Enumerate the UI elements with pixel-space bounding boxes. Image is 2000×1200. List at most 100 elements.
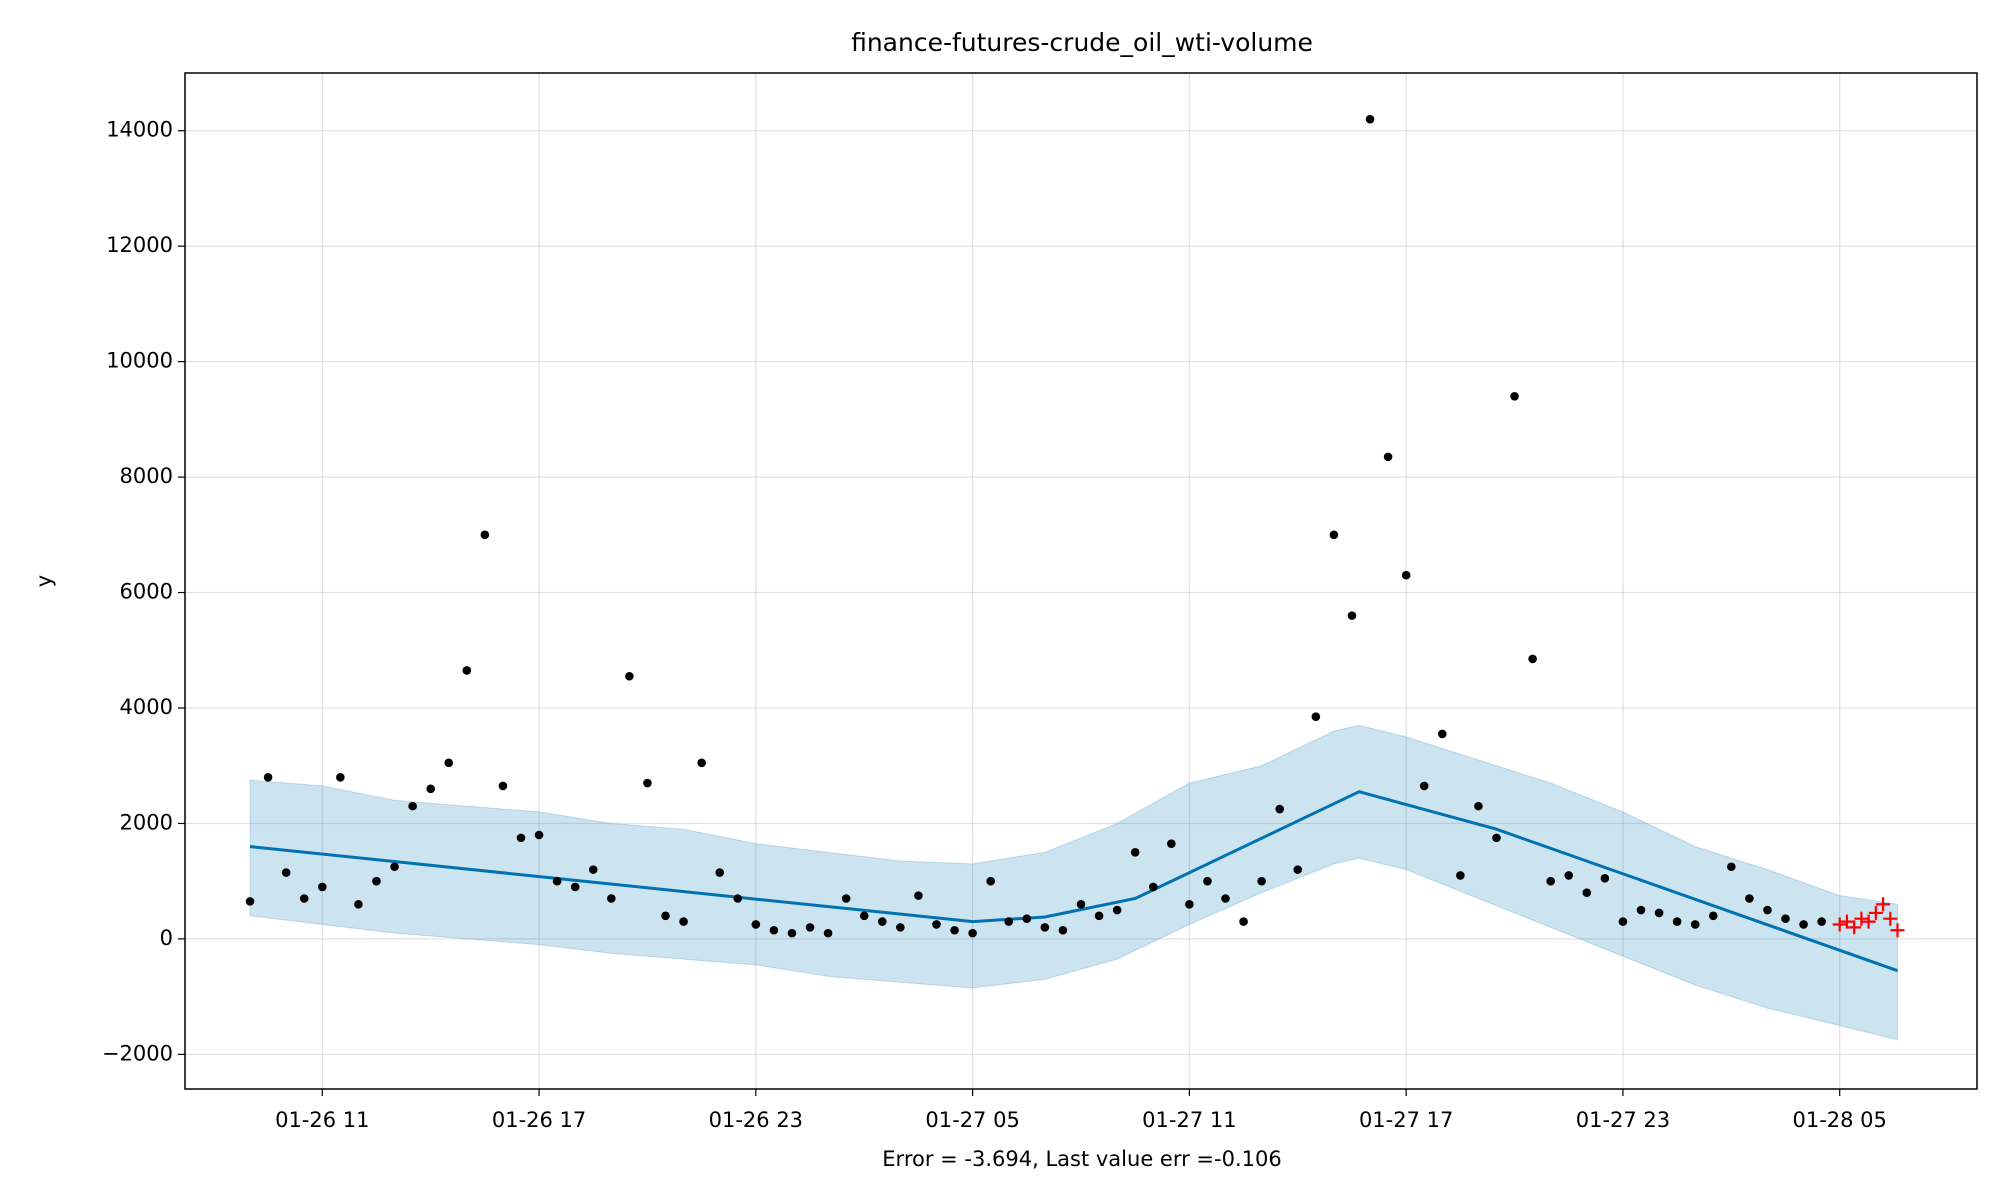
data-point — [805, 923, 815, 932]
data-point — [354, 899, 363, 909]
data-point — [1221, 894, 1230, 903]
x-axis-label: Error = -3.694, Last value err =-0.106 — [882, 1147, 1281, 1171]
data-point — [1456, 871, 1465, 880]
data-point — [1437, 729, 1447, 739]
x-tick-label: 01-27 17 — [1359, 1108, 1453, 1132]
data-point — [859, 911, 869, 921]
data-point — [1510, 391, 1519, 401]
forecast-point — [1876, 897, 1891, 912]
trend-line — [249, 790, 1899, 973]
data-point — [1474, 801, 1483, 811]
data-point — [1347, 611, 1357, 620]
data-point — [823, 928, 833, 938]
data-point — [534, 830, 544, 840]
data-point — [1708, 911, 1718, 921]
x-tick-label: 01-26 17 — [492, 1108, 586, 1132]
data-point — [1022, 914, 1032, 924]
y-tick-label: 0 — [160, 926, 173, 950]
x-tick-label: 01-27 05 — [925, 1108, 1019, 1132]
chart-title: finance-futures-crude_oil_wti-volume — [851, 28, 1313, 57]
x-tick-label: 01-27 11 — [1142, 1108, 1236, 1132]
data-point — [896, 923, 905, 932]
data-point — [1329, 530, 1339, 540]
data-point — [914, 891, 923, 900]
data-point — [1094, 911, 1104, 921]
forecast-point — [1839, 914, 1854, 929]
y-tick-label: −2000 — [102, 1041, 173, 1065]
data-point — [1781, 914, 1790, 924]
forecast-point — [1847, 920, 1862, 935]
data-point — [1672, 917, 1682, 926]
forecast-point — [1861, 914, 1876, 929]
data-point — [1492, 833, 1501, 843]
x-tick-label: 01-27 23 — [1576, 1108, 1670, 1132]
data-point — [1130, 848, 1140, 857]
data-point — [1528, 654, 1537, 664]
y-tick-label: 4000 — [120, 695, 173, 719]
y-tick-label: 10000 — [106, 349, 173, 373]
data-point — [1112, 905, 1122, 915]
data-point — [570, 882, 580, 892]
data-point — [1167, 839, 1176, 848]
data-point — [769, 925, 779, 935]
data-point — [1419, 781, 1429, 791]
data-point — [607, 894, 616, 903]
data-point — [679, 917, 688, 926]
uncertainty-band — [249, 724, 1899, 1041]
data-point — [1058, 925, 1068, 935]
x-tick-label: 01-26 11 — [275, 1108, 369, 1132]
x-tick-label: 01-28 05 — [1792, 1108, 1886, 1132]
data-point — [877, 917, 887, 926]
data-point — [1690, 920, 1700, 929]
data-point — [1311, 712, 1321, 721]
data-point — [1582, 888, 1592, 898]
data-point — [426, 784, 435, 794]
data-point — [643, 778, 652, 788]
data-point — [480, 530, 490, 540]
data-point — [336, 772, 345, 782]
forecast-point — [1883, 911, 1898, 926]
data-point — [1618, 917, 1628, 926]
data-point — [588, 865, 598, 874]
y-tick-label: 2000 — [120, 810, 173, 834]
plot-frame — [184, 72, 1978, 1090]
data-point — [1654, 908, 1664, 918]
x-tick-label: 01-26 23 — [709, 1108, 803, 1132]
data-point — [1203, 876, 1212, 886]
data-point — [1076, 899, 1086, 909]
data-point — [787, 928, 797, 938]
data-point — [1546, 876, 1555, 886]
data-point — [1817, 917, 1826, 926]
y-axis-label: y — [32, 575, 56, 587]
data-point — [1239, 917, 1248, 926]
data-point — [1293, 865, 1303, 874]
data-point — [841, 894, 851, 903]
data-point — [317, 882, 327, 892]
data-point — [697, 758, 706, 768]
data-point — [462, 666, 472, 675]
y-tick-label: 8000 — [120, 464, 173, 488]
forecast-point — [1832, 917, 1847, 932]
data-point — [245, 897, 255, 906]
data-point — [552, 876, 562, 886]
data-point — [1257, 876, 1266, 886]
data-point — [498, 781, 508, 791]
forecast-point — [1868, 905, 1883, 920]
data-point — [1799, 920, 1808, 929]
data-point — [1401, 570, 1411, 580]
data-point — [516, 833, 526, 843]
data-point — [1185, 899, 1194, 909]
data-point — [968, 928, 977, 938]
data-point — [751, 920, 761, 929]
data-point — [625, 671, 634, 681]
data-point — [986, 876, 995, 886]
data-point — [444, 758, 454, 768]
forecast-point — [1854, 911, 1869, 926]
data-point — [1040, 923, 1050, 932]
data-point — [263, 772, 273, 782]
data-point — [1636, 905, 1646, 915]
data-point — [1365, 114, 1375, 124]
data-point — [715, 868, 725, 877]
data-point — [408, 801, 417, 811]
